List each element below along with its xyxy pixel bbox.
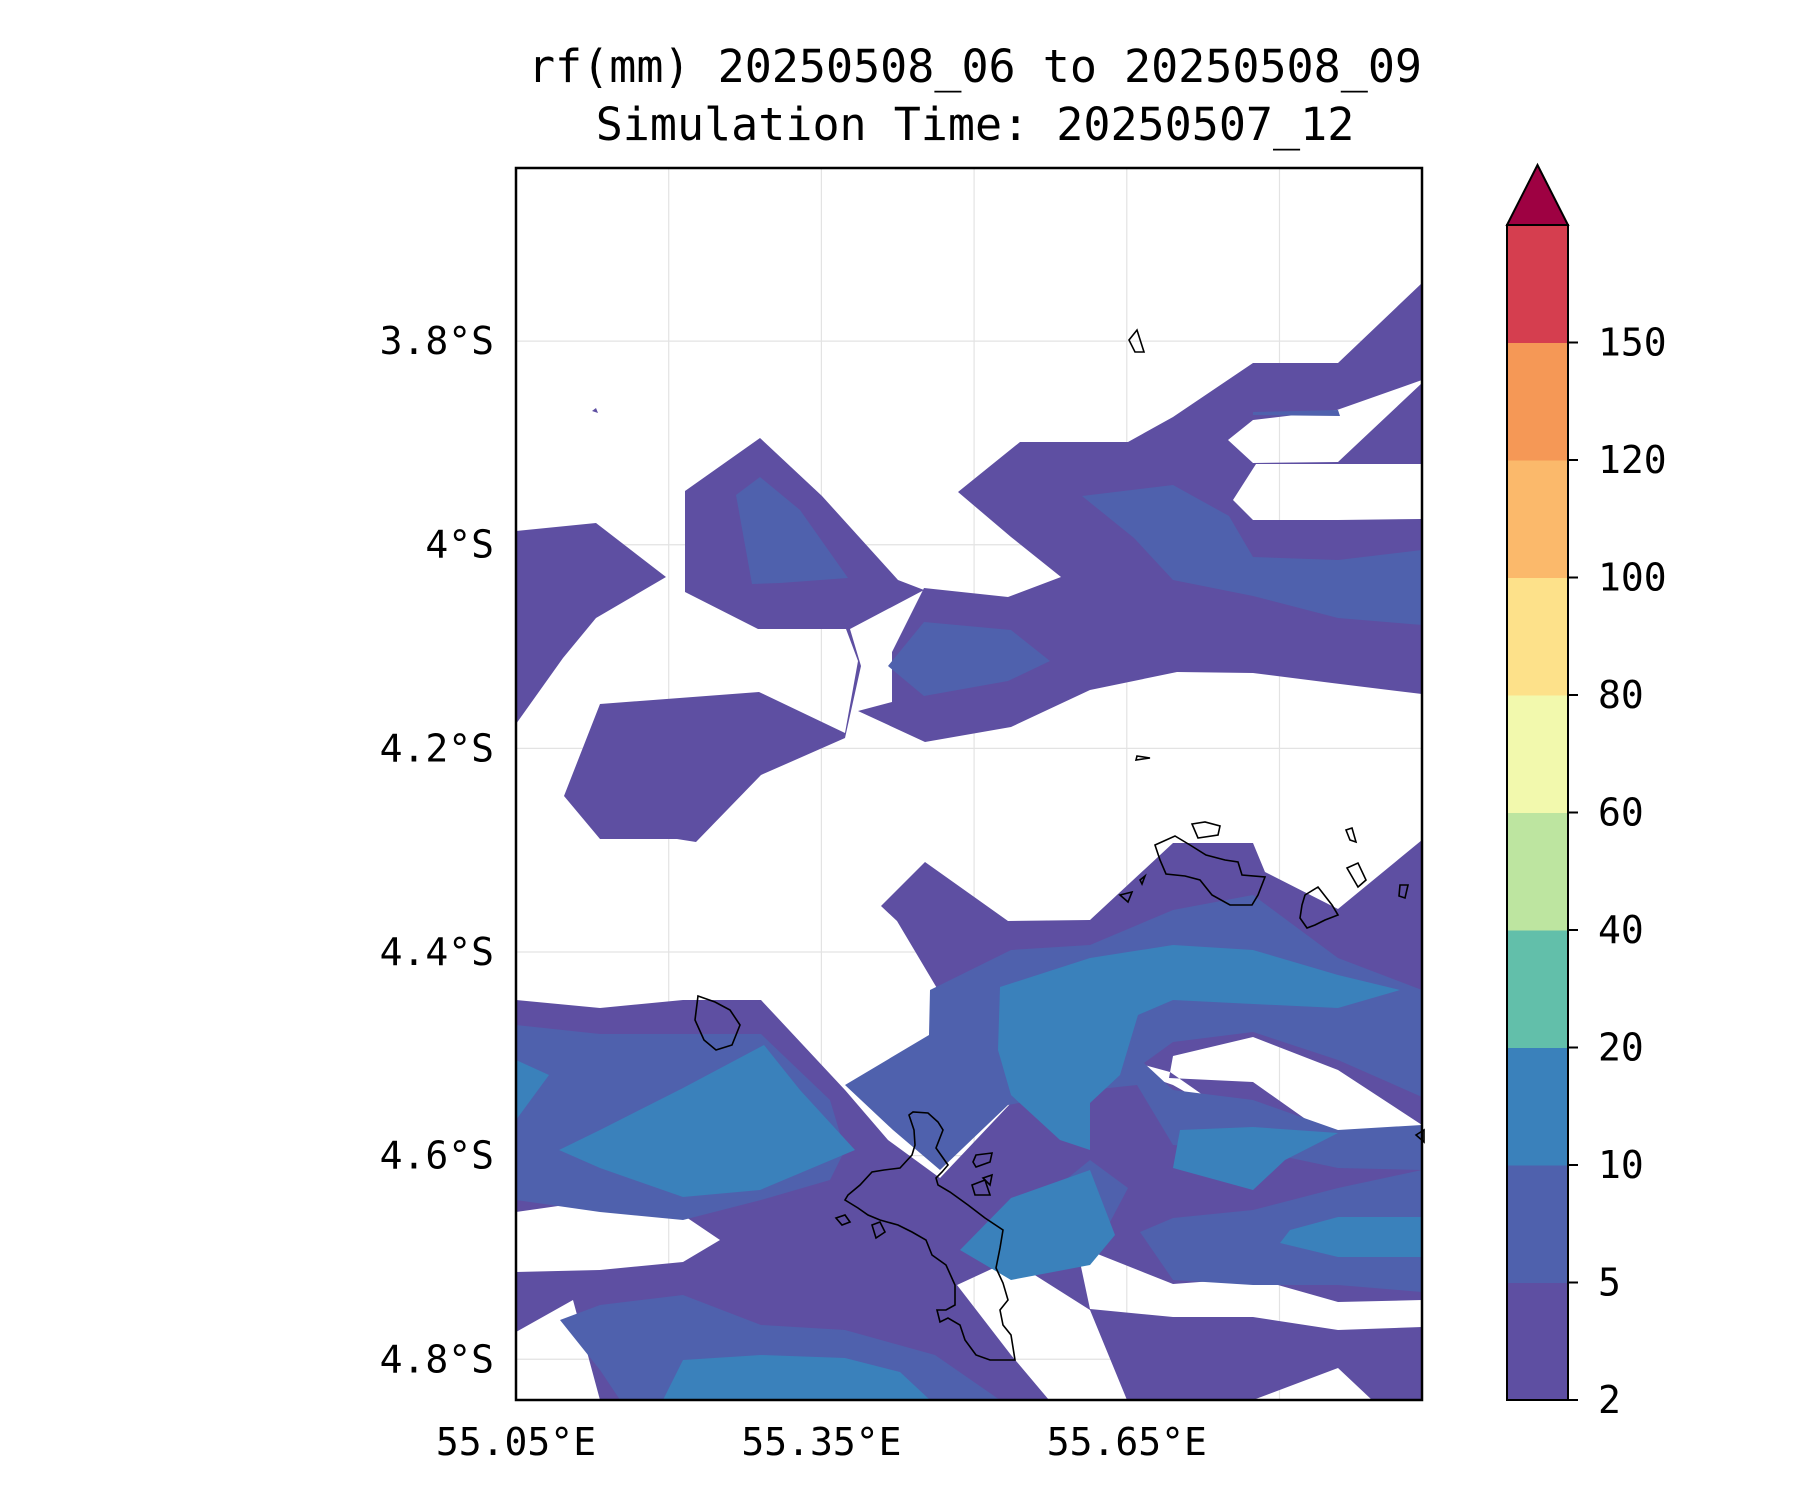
coastline-islet-1 — [1134, 755, 1151, 761]
coastline-islet-11 — [834, 1214, 852, 1226]
coastline-islet-north — [1128, 328, 1146, 353]
contour-5-10-north-band — [1082, 485, 1422, 625]
coastline-islet-12 — [871, 1220, 887, 1240]
contour-5-10-central2 — [888, 622, 1050, 696]
y-tick-label: 4°S — [425, 523, 494, 567]
coastline-praslin — [1154, 835, 1267, 906]
contour-5-10-central — [736, 477, 848, 584]
coastline-islet-4 — [1345, 861, 1367, 889]
colorbar-tick-label: 20 — [1598, 1026, 1644, 1070]
contour-10-20-west — [559, 1045, 855, 1197]
rainfall-contours — [516, 283, 1422, 1400]
x-tick-label: 55.35°E — [741, 1420, 901, 1464]
coastline-islet-3 — [1344, 826, 1358, 844]
colorbar-segment — [1507, 695, 1568, 813]
colorbar-tick-label: 100 — [1598, 556, 1667, 600]
coastline-sainte-anne — [972, 1152, 994, 1168]
x-tick-label: 55.65°E — [1047, 1420, 1207, 1464]
contour-10-20-south — [663, 1355, 930, 1400]
colorbar-tick-label: 60 — [1598, 791, 1644, 835]
colorbar-segment — [1507, 930, 1568, 1048]
contour-2-5-small-speck — [592, 408, 598, 413]
contour-2-5-central-blob — [564, 438, 924, 842]
y-tick-label: 3.8°S — [380, 319, 494, 363]
coastline-islet-10 — [981, 1173, 994, 1187]
contour-10-20-east3 — [1280, 1217, 1422, 1257]
contour-5-10-north-thin — [1253, 410, 1340, 416]
contour-10-20-west-edge — [516, 1060, 549, 1120]
colorbar-tick-label: 120 — [1598, 438, 1667, 482]
contour-10-20-east2 — [1173, 1127, 1338, 1190]
colorbar-tick-label: 80 — [1598, 673, 1644, 717]
colorbar-segment — [1507, 225, 1568, 343]
coastline-silhouette — [694, 994, 741, 1051]
coastlines — [694, 328, 1425, 1361]
coastline-la-digue — [1299, 885, 1340, 929]
y-tick-label: 4.6°S — [380, 1134, 494, 1178]
colorbar-segment — [1507, 1282, 1568, 1401]
colorbar-segment — [1507, 1165, 1568, 1283]
coastline-islet-7 — [1138, 873, 1147, 886]
chart-title-line2: Simulation Time: 20250507_12 — [596, 98, 1355, 151]
coastline-islet-8 — [1414, 1128, 1425, 1144]
colorbar-extend-triangle — [1505, 162, 1570, 226]
colorbar-tick-label: 150 — [1598, 321, 1667, 365]
contour-2-5-west-band — [516, 523, 666, 724]
colorbar-segment — [1507, 342, 1568, 461]
chart-title-line1: rf(mm) 20250508_06 to 20250508_09 — [528, 40, 1422, 93]
coastline-islet-2 — [1190, 821, 1221, 839]
x-axis-ticks: 55.05°E 55.35°E 55.65°E — [436, 1420, 1207, 1464]
colorbar-tick-label: 10 — [1598, 1143, 1644, 1187]
y-axis-ticks: 3.8°S 4°S 4.2°S 4.4°S 4.6°S 4.8°S — [380, 319, 494, 1381]
colorbar-segment — [1507, 460, 1568, 578]
colorbar-segment — [1507, 812, 1568, 931]
colorbar: 2 5 10 20 40 60 80 100 120 150 — [1505, 162, 1667, 1422]
colorbar-tick-label: 5 — [1598, 1261, 1621, 1305]
coastline-islet-5 — [1398, 884, 1410, 900]
colorbar-tick-label: 40 — [1598, 908, 1644, 952]
colorbar-segment — [1507, 577, 1568, 696]
map-area — [514, 166, 1425, 1402]
y-tick-label: 4.2°S — [380, 726, 494, 770]
coastline-islet-6 — [1118, 890, 1134, 904]
map-frame — [514, 166, 1424, 1402]
colorbar-segment — [1507, 1047, 1568, 1166]
colorbar-tick-label: 2 — [1598, 1378, 1621, 1422]
coastline-mahe — [843, 1111, 1016, 1361]
coastline-islet-9 — [971, 1178, 992, 1196]
contour-10-20-east — [998, 945, 1400, 1150]
x-tick-label: 55.05°E — [436, 1420, 596, 1464]
y-tick-label: 4.8°S — [380, 1337, 494, 1381]
y-tick-label: 4.4°S — [380, 930, 494, 974]
